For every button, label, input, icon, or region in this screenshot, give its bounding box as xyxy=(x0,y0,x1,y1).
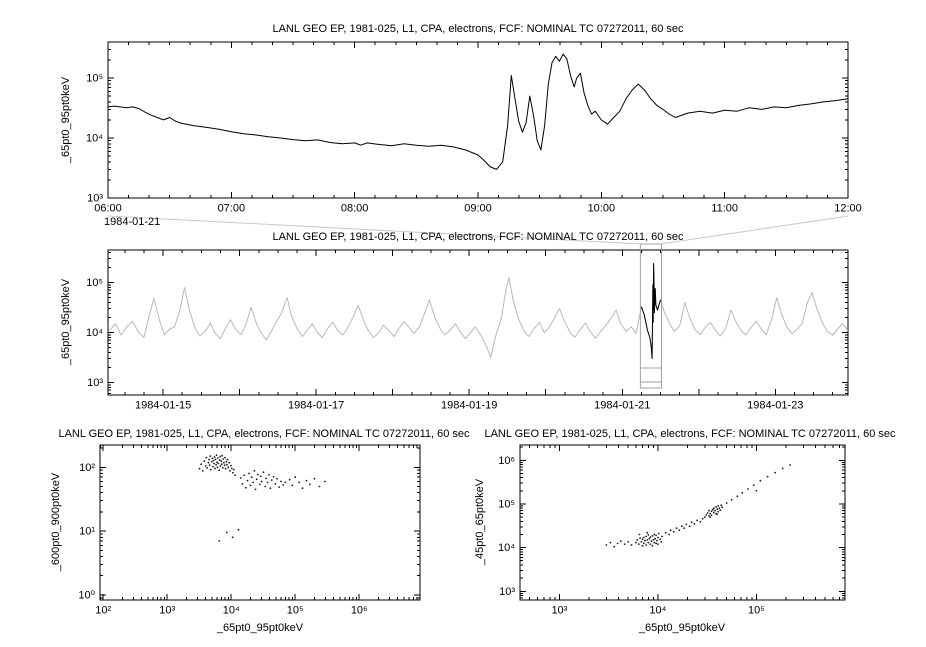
x-tick-label: 1984-01-17 xyxy=(288,400,344,412)
zoom-connector-lines xyxy=(107,215,849,245)
y-tick-label: 10⁶ xyxy=(498,455,515,467)
x-tick-label: 1984-01-21 xyxy=(594,400,650,412)
scatter-left-title: LANL GEO EP, 1981-025, L1, CPA, electron… xyxy=(58,428,470,440)
zoom-chart-title: LANL GEO EP, 1981-025, L1, CPA, electron… xyxy=(272,23,684,35)
axis-ticks xyxy=(107,42,849,199)
x-tick-label: 10⁵ xyxy=(748,605,765,617)
scatter-left-plot[interactable]: 10² 10³ 10⁴ 10⁵ 10⁶ 10⁰ 10¹ 10² xyxy=(78,444,421,617)
x-tick-label: 10:00 xyxy=(588,203,616,215)
y-tick-label: 10¹ xyxy=(79,526,95,538)
y-tick-label: 10³ xyxy=(87,193,103,205)
tick-labels: 1984-01-15 1984-01-17 1984-01-19 1984-01-21… xyxy=(86,277,803,412)
scatter-right-xlabel: _65pt0_95pt0keV xyxy=(638,622,726,634)
y-tick-label: 10⁵ xyxy=(86,73,103,85)
context-chart-title: LANL GEO EP, 1981-025, L1, CPA, electron… xyxy=(272,231,684,243)
x-tick-label: 12:00 xyxy=(834,203,862,215)
y-tick-label: 10⁴ xyxy=(86,327,103,339)
context-plot[interactable]: 1984-01-15 1984-01-17 1984-01-19 1984-01-21… xyxy=(86,243,849,412)
x-tick-label: 07:00 xyxy=(218,203,246,215)
data-series-line[interactable] xyxy=(108,53,848,170)
y-tick-label: 10⁴ xyxy=(86,133,103,145)
zoom-chart-ylabel: _65pt0_95pt0keV xyxy=(60,76,72,164)
x-tick-label: 10⁴ xyxy=(223,605,240,617)
scatter-right-title: LANL GEO EP, 1981-025, L1, CPA, electron… xyxy=(484,428,896,440)
x-tick-label: 10⁵ xyxy=(287,605,304,617)
scatter-right-plot[interactable]: 10³ 10⁴ 10⁵ 10³ 10⁴ 10⁵ 10⁶ xyxy=(498,444,846,617)
axis-ticks xyxy=(108,250,848,395)
x-tick-label: 10³ xyxy=(551,605,567,617)
scatter-points[interactable] xyxy=(198,454,326,542)
y-tick-label: 10⁴ xyxy=(498,542,515,554)
y-tick-label: 10² xyxy=(79,462,95,474)
x-tick-label: 09:00 xyxy=(464,203,492,215)
x-tick-label: 10⁶ xyxy=(351,605,368,617)
scatter-left-ylabel: _600pt0_900pt0keV xyxy=(50,472,62,572)
plot-frame xyxy=(99,444,421,601)
x-tick-label: 1984-01-23 xyxy=(747,400,803,412)
scatter-left-xlabel: _65pt0_95pt0keV xyxy=(216,622,304,634)
axis-ticks xyxy=(99,445,420,600)
y-tick-label: 10⁰ xyxy=(78,589,95,601)
data-series-line[interactable] xyxy=(109,263,849,360)
axis-ticks xyxy=(519,445,845,600)
context-chart-ylabel: _65pt0_95pt0keV xyxy=(60,278,72,366)
zoom-selection-box[interactable] xyxy=(639,243,663,389)
y-tick-label: 10⁵ xyxy=(498,498,515,510)
highlighted-series-segment[interactable] xyxy=(640,263,661,360)
tick-labels: 06:00 07:00 08:00 09:00 10:00 11:00 12:00 10³ 10… xyxy=(86,73,862,215)
plot-frame xyxy=(519,444,846,601)
y-tick-label: 10³ xyxy=(499,586,515,598)
x-tick-label: 10³ xyxy=(159,605,175,617)
x-tick-label: 10² xyxy=(95,605,111,617)
x-tick-label: 06:00 xyxy=(94,203,122,215)
zoom-plot[interactable]: 06:00 07:00 08:00 09:00 10:00 11:00 12:00 10³ 10… xyxy=(86,41,862,215)
x-tick-label: 1984-01-19 xyxy=(441,400,497,412)
x-tick-label: 1984-01-15 xyxy=(135,400,191,412)
tick-labels: 10³ 10⁴ 10⁵ 10³ 10⁴ 10⁵ 10⁶ xyxy=(498,455,765,617)
y-tick-label: 10⁵ xyxy=(86,277,103,289)
scatter-right-ylabel: _45pt0_65pt0keV xyxy=(474,478,486,566)
scatter-points[interactable] xyxy=(605,464,791,548)
x-tick-label: 11:00 xyxy=(711,203,738,215)
x-tick-label: 10⁴ xyxy=(649,605,666,617)
tick-labels: 10² 10³ 10⁴ 10⁵ 10⁶ 10⁰ 10¹ 10² xyxy=(78,462,367,617)
plot-frame xyxy=(107,249,849,396)
zoom-chart-context-date: 1984-01-21 xyxy=(104,216,161,228)
y-tick-label: 10³ xyxy=(87,377,103,389)
plot-frame xyxy=(107,41,849,199)
x-tick-label: 08:00 xyxy=(341,203,369,215)
